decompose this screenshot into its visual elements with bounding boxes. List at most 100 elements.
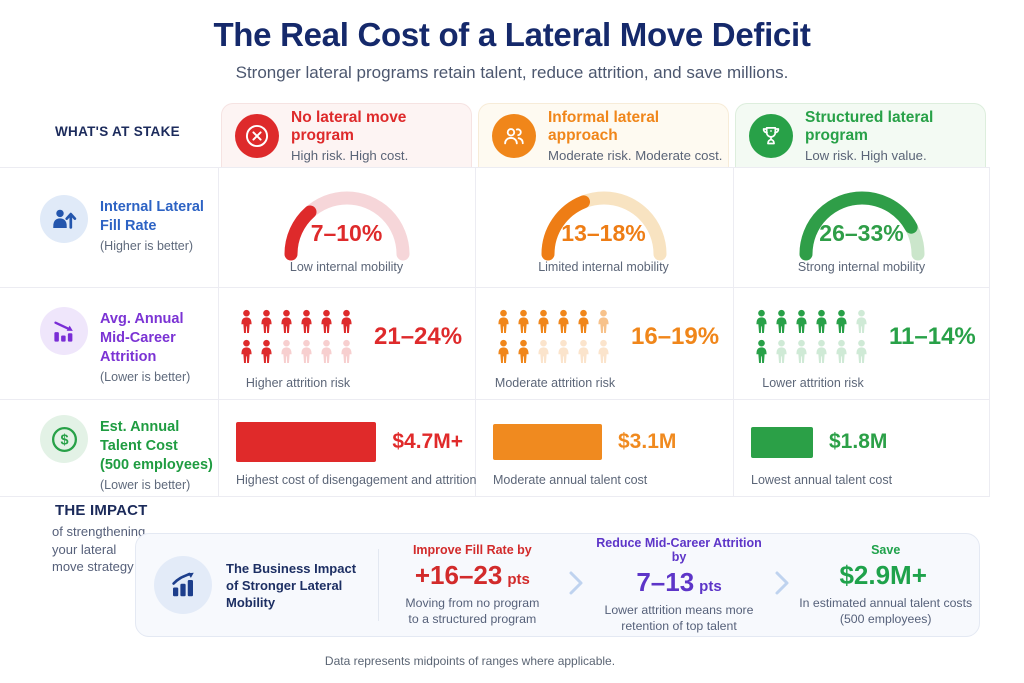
grid-line xyxy=(0,167,990,168)
attrition-cell-informal: 16–19% Moderate attrition risk xyxy=(495,308,732,398)
person-up-arrow-icon xyxy=(40,195,88,243)
stat-caption: In estimated annual talent costs (500 em… xyxy=(799,595,973,627)
row-label-talent-cost: $ Est. Annual Talent Cost (500 employees… xyxy=(40,415,218,492)
row-label-attrition: Avg. Annual Mid-Career Attrition (Lower … xyxy=(40,307,218,384)
column-tagline: Moderate risk. Moderate cost. xyxy=(548,147,723,163)
divider xyxy=(378,549,379,621)
svg-text:$: $ xyxy=(60,432,68,448)
column-title: Structured lateral program xyxy=(805,108,934,144)
circle-x-icon xyxy=(235,113,279,158)
cost-bar xyxy=(236,422,377,462)
column-header-text: Structured lateral program Low risk. Hig… xyxy=(805,109,985,163)
person-icon xyxy=(856,339,867,363)
person-icon xyxy=(558,309,569,333)
row-label-text: Internal Lateral Fill Rate (Higher is be… xyxy=(100,195,204,253)
chevron-right-icon xyxy=(568,570,584,601)
person-icon xyxy=(578,309,589,333)
column-header-informal: Informal lateral approach Moderate risk.… xyxy=(478,103,729,167)
person-icon xyxy=(856,309,867,333)
chevron-right-icon xyxy=(774,570,790,601)
person-icon xyxy=(518,309,529,333)
person-icon xyxy=(756,339,767,363)
cost-caption: Moderate annual talent cost xyxy=(493,473,648,487)
impact-card-title: The Business Impact of Stronger Lateral … xyxy=(226,560,357,610)
grid-line xyxy=(989,168,990,496)
person-icon xyxy=(518,339,529,363)
row-title: Est. Annual Talent Cost (500 employees) xyxy=(100,419,213,473)
cost-bar xyxy=(493,424,602,460)
person-icon xyxy=(241,309,252,333)
person-icon xyxy=(321,339,332,363)
grid-line xyxy=(475,168,476,496)
attrition-cell-none: 21–24% Higher attrition risk xyxy=(238,308,475,398)
person-icon xyxy=(598,309,609,333)
stat-title: Reduce Mid-Career Attrition by xyxy=(596,535,762,564)
attrition-pictograph xyxy=(495,308,615,365)
row-note: (Lower is better) xyxy=(100,370,191,384)
cost-value: $3.1M xyxy=(618,430,677,453)
cost-value: $1.8M xyxy=(829,430,888,453)
person-icon xyxy=(836,309,847,333)
column-header-structured: Structured lateral program Low risk. Hig… xyxy=(735,103,986,167)
attrition-caption: Lower attrition risk xyxy=(762,376,864,390)
person-icon xyxy=(261,309,272,333)
person-icon xyxy=(836,339,847,363)
impact-card: The Business Impact of Stronger Lateral … xyxy=(135,533,980,637)
column-tagline: Low risk. High value. xyxy=(805,147,927,163)
person-icon xyxy=(578,339,589,363)
cost-cell-structured: $1.8M Lowest annual talent cost xyxy=(751,420,978,492)
attrition-caption: Moderate attrition risk xyxy=(494,376,616,390)
person-icon xyxy=(498,339,509,363)
cost-value: $4.7M+ xyxy=(392,430,463,453)
row-note: (Lower is better) xyxy=(100,478,191,492)
person-icon xyxy=(776,309,787,333)
grid-line xyxy=(0,399,990,400)
fill-rate-gauge xyxy=(799,191,924,261)
fill-rate-cell-none: 7–10% Low internal mobility xyxy=(218,168,475,287)
column-title: No lateral move program xyxy=(291,108,407,144)
fill-rate-gauge xyxy=(541,191,666,261)
grid-line xyxy=(0,496,990,497)
declining-bars-icon xyxy=(40,307,88,355)
person-icon xyxy=(816,309,827,333)
row-label-fill-rate: Internal Lateral Fill Rate (Higher is be… xyxy=(40,195,218,253)
stat-title: Save xyxy=(871,542,901,557)
column-header-no-program: No lateral move program High risk. High … xyxy=(221,103,472,167)
person-icon xyxy=(796,339,807,363)
trophy-icon xyxy=(749,113,793,158)
impact-subheading: of strengthening your lateral move strat… xyxy=(52,524,146,574)
row-label-text: Avg. Annual Mid-Career Attrition (Lower … xyxy=(100,307,218,384)
dollar-circle-icon: $ xyxy=(40,415,88,463)
attrition-value: 16–19% xyxy=(631,322,720,350)
person-icon xyxy=(598,339,609,363)
person-icon xyxy=(538,339,549,363)
row-title: Avg. Annual Mid-Career Attrition xyxy=(100,311,184,365)
fill-rate-caption: Low internal mobility xyxy=(289,260,404,274)
cost-cell-none: $4.7M+ Highest cost of disengagement and… xyxy=(236,420,476,492)
attrition-pictograph xyxy=(753,308,873,365)
person-icon xyxy=(261,339,272,363)
stat-caption: Moving from no program to a structured p… xyxy=(405,595,540,627)
stake-label: WHAT'S AT STAKE xyxy=(55,124,180,139)
impact-heading: THE IMPACT xyxy=(55,502,148,519)
stat-value: 7–13 pts xyxy=(636,566,722,597)
attrition-value: 21–24% xyxy=(374,322,463,350)
person-icon xyxy=(538,309,549,333)
page-subtitle: Stronger lateral programs retain talent,… xyxy=(235,63,789,82)
cost-cell-informal: $3.1M Moderate annual talent cost xyxy=(493,420,720,492)
person-icon xyxy=(816,339,827,363)
person-icon xyxy=(281,339,292,363)
person-icon xyxy=(776,339,787,363)
column-title: Informal lateral approach xyxy=(548,108,660,144)
grid-line xyxy=(0,287,990,288)
fill-rate-cell-structured: 26–33% Strong internal mobility xyxy=(733,168,990,287)
row-title: Internal Lateral Fill Rate xyxy=(100,199,204,234)
stat-value: $2.9M+ xyxy=(839,559,927,590)
person-icon xyxy=(341,339,352,363)
person-icon xyxy=(796,309,807,333)
person-icon xyxy=(756,309,767,333)
column-header-text: Informal lateral approach Moderate risk.… xyxy=(548,109,728,163)
person-icon xyxy=(341,309,352,333)
person-icon xyxy=(498,309,509,333)
cost-caption: Lowest annual talent cost xyxy=(751,473,893,487)
